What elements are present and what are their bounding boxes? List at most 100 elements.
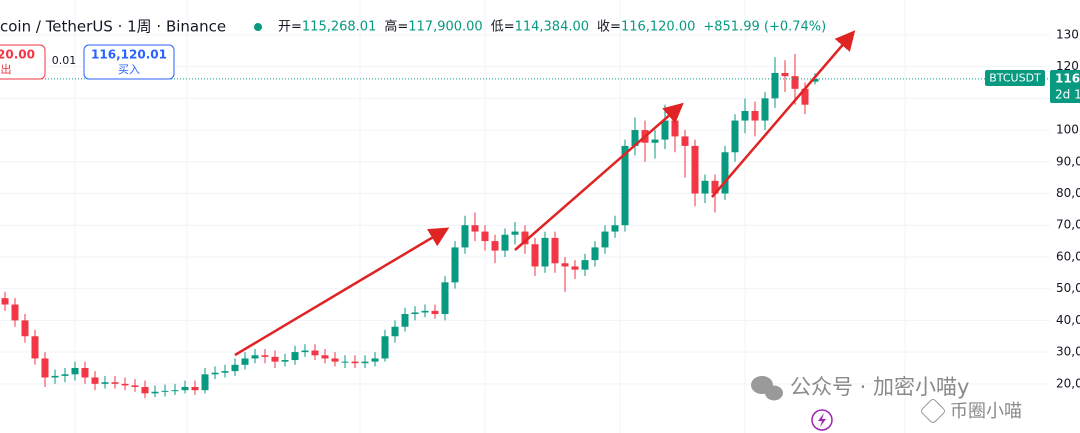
candle-body xyxy=(141,387,149,394)
y-tick-label: 80,000 xyxy=(1056,186,1080,200)
ohlc-value: 114,384.00 xyxy=(515,20,589,35)
ohlc-label: 开= xyxy=(278,20,302,35)
candle-body xyxy=(271,356,279,362)
y-tick-label: 100,000 xyxy=(1056,123,1080,137)
ohlc-label: 高= xyxy=(384,19,408,35)
candle-body xyxy=(501,234,509,251)
candle-body xyxy=(671,120,679,137)
vertical-grid xyxy=(74,0,906,433)
candle-body xyxy=(781,72,789,77)
price-change: +851.99 (+0.74%) xyxy=(703,20,826,35)
candle-body xyxy=(751,111,759,121)
sell-button[interactable] xyxy=(0,44,46,80)
candle-body xyxy=(611,225,619,232)
candle-body xyxy=(521,231,529,245)
candle-body xyxy=(451,247,459,283)
candle-body xyxy=(491,241,499,251)
candle-body xyxy=(71,367,79,375)
candle-body xyxy=(411,312,419,315)
candle-body xyxy=(21,320,29,337)
candle-body xyxy=(661,120,669,140)
candle-body xyxy=(481,231,489,242)
candle-body xyxy=(371,358,379,362)
candle-body xyxy=(41,358,49,378)
candle-body xyxy=(721,152,729,194)
candle-body xyxy=(81,367,89,378)
candle-body xyxy=(561,263,569,267)
candle-body xyxy=(571,266,579,270)
candle-body xyxy=(131,385,139,388)
watermark-text: 公众号 · 加密小喵y xyxy=(790,375,969,399)
ohlc-value: 117,900.00 xyxy=(408,20,482,35)
watermark-logo xyxy=(921,399,945,423)
candle-body xyxy=(151,391,159,394)
candle-body xyxy=(471,225,479,232)
ohlc-label: 收= xyxy=(597,20,621,35)
candle-body xyxy=(401,314,409,327)
candle-body xyxy=(621,145,629,226)
candle-body xyxy=(341,361,349,363)
candle-body xyxy=(591,247,599,261)
price-badge-text: 116, xyxy=(1055,72,1080,86)
watermark-icon xyxy=(751,376,783,401)
candle-body xyxy=(461,225,469,248)
candle-body xyxy=(211,372,219,375)
candle-body xyxy=(801,88,809,105)
buy-button[interactable] xyxy=(83,44,175,80)
ohlc-label: 低= xyxy=(491,20,515,35)
candle-body xyxy=(291,352,299,361)
candle-body xyxy=(191,387,199,391)
buy-label: 买入 xyxy=(118,63,140,76)
candle-body xyxy=(361,361,369,364)
symbol-badge-text: BTCUSDT xyxy=(989,72,1041,85)
price-badge xyxy=(1050,70,1080,103)
status-dot xyxy=(254,23,262,31)
trend-arrows xyxy=(234,30,856,357)
candle-body xyxy=(601,231,609,248)
candle-body xyxy=(321,355,329,359)
candle-body xyxy=(161,390,169,392)
candle-body xyxy=(241,358,249,365)
y-tick-label: 130,000 xyxy=(1056,27,1080,41)
candle-body xyxy=(251,355,259,359)
candle-body xyxy=(171,390,179,392)
candle-body xyxy=(631,130,639,146)
candle-body xyxy=(741,111,749,121)
watermark-text-2: 币圈小喵 xyxy=(950,401,1022,422)
candle-body xyxy=(531,244,539,267)
candle-body xyxy=(311,350,319,356)
candle-body xyxy=(551,237,559,264)
candle-body xyxy=(391,326,399,337)
candle-body xyxy=(61,374,69,376)
candle-body xyxy=(731,120,739,153)
candle-body xyxy=(331,358,339,362)
y-tick-label: 50,000 xyxy=(1056,281,1080,295)
y-tick-label: 60,000 xyxy=(1056,249,1080,263)
candle-body xyxy=(761,98,769,121)
candle-body xyxy=(421,310,429,313)
candle-body xyxy=(431,310,439,315)
y-tick-label: 70,000 xyxy=(1056,218,1080,232)
sell-label: 出 xyxy=(1,62,12,76)
candle-body xyxy=(181,387,189,391)
candle-body xyxy=(51,375,59,378)
candle-body xyxy=(111,382,119,384)
y-tick-label: 30,000 xyxy=(1056,345,1080,359)
candle-body xyxy=(231,364,239,372)
candle-body xyxy=(771,72,779,99)
candle-body xyxy=(511,231,519,235)
candle-body xyxy=(701,180,709,194)
candle-body xyxy=(811,78,819,82)
candle-body xyxy=(91,377,99,384)
candle-body xyxy=(31,336,39,359)
candle-body xyxy=(581,260,589,270)
grid xyxy=(0,34,1050,385)
y-tick-label: 40,000 xyxy=(1056,313,1080,327)
countdown-text: 2d 1 xyxy=(1055,88,1080,102)
candles xyxy=(0,53,1050,399)
candle-body xyxy=(1,298,9,305)
ohlc-legend: 开= 115,268.01 高= 117,900.00 低= 114,384.00 收= 11… xyxy=(278,19,826,35)
ohlc-value: 115,268.01 xyxy=(302,20,376,35)
symbol-badge xyxy=(985,70,1045,86)
